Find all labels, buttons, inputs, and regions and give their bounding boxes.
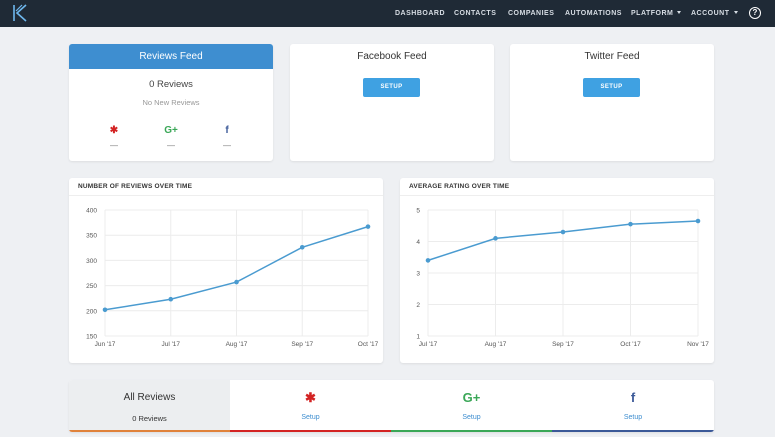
x-tick-label: Jul '17 (419, 341, 438, 348)
x-tick-label: Sep '17 (552, 341, 574, 348)
data-point (628, 221, 633, 227)
y-tick-label: 350 (86, 233, 97, 240)
tab-indicator (552, 430, 714, 432)
reviews-feed-card: Reviews Feed 0 Reviews No New Reviews ✱ … (69, 44, 273, 161)
nav-platform[interactable]: PLATFORM (631, 0, 682, 27)
facebook-count: — (223, 141, 231, 150)
data-point (299, 244, 305, 250)
new-reviews-status: No New Reviews (142, 98, 200, 107)
y-tick-label: 400 (86, 208, 97, 215)
x-tick-label: Oct '17 (358, 341, 379, 348)
review-source-tabs: All Reviews 0 Reviews ✱ Setup G+ Setup f… (69, 380, 714, 432)
tab-google[interactable]: G+ Setup (391, 380, 552, 432)
x-tick-label: Aug '17 (485, 341, 507, 348)
google-source[interactable]: G+ — (161, 125, 181, 151)
tab-facebook-setup[interactable]: Setup (623, 414, 643, 421)
y-tick-label: 2 (416, 302, 420, 309)
data-point (365, 224, 371, 229)
tab-yelp-setup[interactable]: Setup (301, 414, 320, 421)
data-point (560, 229, 566, 235)
facebook-icon: f (225, 125, 229, 136)
twitter-feed-card: Twitter Feed SETUP (510, 44, 714, 161)
y-tick-label: 5 (416, 208, 420, 215)
tab-yelp[interactable]: ✱ Setup (230, 380, 391, 432)
tab-google-setup[interactable]: Setup (462, 414, 481, 421)
chart-title: NUMBER OF REVIEWS OVER TIME (69, 178, 383, 196)
y-tick-label: 300 (86, 258, 97, 265)
nav-companies[interactable]: COMPANIES (508, 10, 555, 17)
yelp-icon: ✱ (109, 125, 119, 136)
google-plus-icon: G+ (164, 125, 178, 136)
x-tick-label: Nov '17 (687, 341, 709, 348)
reviews-over-time-chart: 150 200 250 300 350 400 Jun '17 Jul '17 Aug '17 S… (86, 208, 379, 349)
y-tick-label: 200 (86, 308, 97, 315)
tab-all-reviews[interactable]: All Reviews 0 Reviews (69, 380, 230, 432)
top-navbar: DASHBOARD CONTACTS COMPANIES AUTOMATIONS… (0, 0, 775, 27)
y-tick-label: 1 (416, 334, 420, 341)
data-point (493, 236, 498, 241)
reviews-feed-title[interactable]: Reviews Feed (69, 44, 273, 69)
help-icon[interactable]: ? (749, 7, 761, 19)
data-point (102, 307, 108, 313)
reviews-over-time-card: NUMBER OF REVIEWS OVER TIME 150 200 250 300… (69, 178, 383, 363)
nav-account[interactable]: ACCOUNT (691, 0, 738, 27)
average-rating-card: AVERAGE RATING OVER TIME 1 2 3 4 5 Jul '17 Aug… (400, 178, 714, 363)
google-plus-icon: G+ (462, 390, 481, 405)
google-count: — (167, 141, 175, 150)
tab-all-reviews-count: 0 Reviews (132, 414, 167, 423)
nav-platform-label: PLATFORM (631, 10, 674, 17)
logo-icon[interactable] (12, 4, 28, 22)
chevron-down-icon (677, 11, 682, 14)
twitter-setup-button[interactable]: SETUP (583, 78, 640, 97)
yelp-count: — (110, 141, 118, 150)
twitter-feed-title: Twitter Feed (584, 51, 640, 62)
facebook-feed-card: Facebook Feed SETUP (290, 44, 494, 161)
review-count: 0 Reviews (149, 79, 193, 90)
x-tick-label: Jul '17 (161, 341, 180, 348)
x-tick-label: Jun '17 (95, 341, 116, 348)
nav-account-label: ACCOUNT (691, 10, 730, 17)
x-tick-label: Aug '17 (226, 341, 248, 348)
tab-all-reviews-label: All Reviews (123, 392, 176, 403)
y-tick-label: 3 (416, 271, 420, 278)
tab-facebook[interactable]: f Setup (552, 380, 714, 432)
nav-automations[interactable]: AUTOMATIONS (565, 10, 622, 17)
chevron-down-icon (733, 11, 738, 14)
y-tick-label: 250 (86, 283, 97, 290)
facebook-source[interactable]: f — (217, 125, 237, 151)
facebook-feed-title: Facebook Feed (357, 51, 427, 62)
y-tick-label: 4 (416, 239, 420, 246)
facebook-icon: f (630, 390, 636, 405)
nav-contacts[interactable]: CONTACTS (454, 10, 497, 17)
y-tick-label: 150 (86, 334, 97, 341)
tab-indicator (230, 430, 391, 432)
tab-indicator (391, 430, 552, 432)
chart-title: AVERAGE RATING OVER TIME (400, 178, 714, 196)
data-point (234, 279, 239, 285)
nav-dashboard[interactable]: DASHBOARD (395, 10, 445, 17)
yelp-source[interactable]: ✱ — (104, 125, 124, 151)
average-rating-chart: 1 2 3 4 5 Jul '17 Aug '17 Sep '17 Oct '17 Nov '17 (416, 208, 709, 349)
x-tick-label: Oct '17 (620, 341, 641, 348)
data-point (425, 258, 431, 263)
x-tick-label: Sep '17 (291, 341, 313, 348)
yelp-icon: ✱ (305, 390, 316, 405)
data-point (168, 296, 174, 302)
tab-indicator (69, 430, 230, 432)
facebook-setup-button[interactable]: SETUP (363, 78, 420, 97)
data-point (695, 218, 701, 224)
